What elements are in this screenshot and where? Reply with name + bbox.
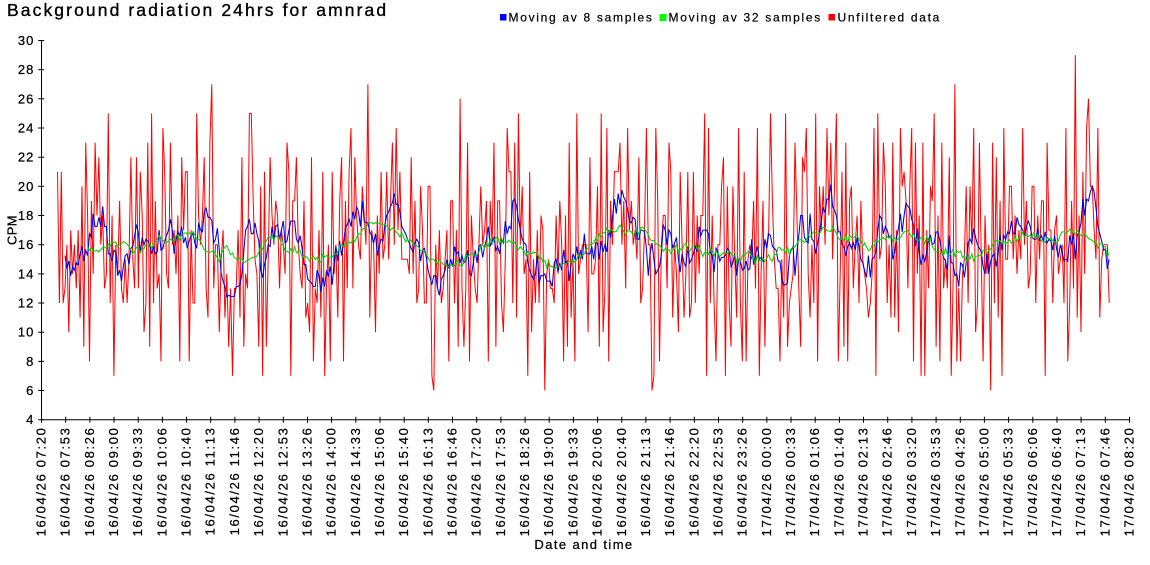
svg-text:17/04/26 06:06: 17/04/26 06:06	[1025, 427, 1040, 537]
svg-text:18: 18	[18, 208, 35, 223]
svg-text:16/04/26 20:06: 16/04/26 20:06	[590, 427, 605, 537]
svg-text:22: 22	[18, 150, 35, 165]
svg-text:16/04/26 12:53: 16/04/26 12:53	[275, 427, 290, 537]
svg-text:CPM: CPM	[5, 215, 20, 245]
svg-text:16/04/26 18:26: 16/04/26 18:26	[517, 427, 532, 537]
svg-text:28: 28	[18, 62, 35, 77]
svg-text:17/04/26 02:13: 17/04/26 02:13	[856, 427, 871, 537]
svg-text:17/04/26 08:20: 17/04/26 08:20	[1122, 427, 1137, 537]
svg-text:Moving av 8 samples: Moving av 8 samples	[509, 11, 654, 25]
svg-text:16/04/26 09:00: 16/04/26 09:00	[106, 427, 121, 537]
svg-text:16/04/26 21:13: 16/04/26 21:13	[638, 427, 653, 537]
svg-text:16/04/26 19:33: 16/04/26 19:33	[565, 427, 580, 537]
svg-text:16/04/26 16:13: 16/04/26 16:13	[420, 427, 435, 537]
svg-text:16/04/26 20:40: 16/04/26 20:40	[614, 427, 629, 537]
svg-text:16/04/26 22:53: 16/04/26 22:53	[711, 427, 726, 537]
svg-text:Unfiltered data: Unfiltered data	[838, 11, 942, 25]
svg-text:17/04/26 06:40: 17/04/26 06:40	[1049, 427, 1064, 537]
svg-text:16/04/26 12:20: 16/04/26 12:20	[251, 427, 266, 537]
svg-text:16/04/26 14:33: 16/04/26 14:33	[348, 427, 363, 537]
svg-text:8: 8	[26, 354, 34, 369]
svg-text:16/04/26 10:40: 16/04/26 10:40	[179, 427, 194, 537]
svg-text:30: 30	[18, 33, 35, 48]
svg-text:16/04/26 22:20: 16/04/26 22:20	[686, 427, 701, 537]
svg-text:17/04/26 04:26: 17/04/26 04:26	[952, 427, 967, 537]
svg-text:10: 10	[18, 325, 35, 340]
svg-text:16/04/26 15:40: 16/04/26 15:40	[396, 427, 411, 537]
svg-text:12: 12	[18, 296, 35, 311]
svg-text:26: 26	[18, 91, 35, 106]
svg-text:17/04/26 05:33: 17/04/26 05:33	[1001, 427, 1016, 537]
svg-text:17/04/26 05:00: 17/04/26 05:00	[976, 427, 991, 537]
svg-text:16/04/26 07:20: 16/04/26 07:20	[34, 427, 49, 537]
svg-text:20: 20	[18, 179, 35, 194]
svg-text:17/04/26 03:20: 17/04/26 03:20	[904, 427, 919, 537]
svg-text:16/04/26 21:46: 16/04/26 21:46	[662, 427, 677, 537]
svg-text:16/04/26 08:26: 16/04/26 08:26	[82, 427, 97, 537]
svg-text:16/04/26 17:20: 16/04/26 17:20	[469, 427, 484, 537]
svg-text:6: 6	[26, 383, 34, 398]
svg-text:16/04/26 15:06: 16/04/26 15:06	[372, 427, 387, 537]
svg-text:16: 16	[18, 237, 35, 252]
svg-text:16/04/26 09:33: 16/04/26 09:33	[130, 427, 145, 537]
svg-text:16/04/26 07:53: 16/04/26 07:53	[58, 427, 73, 537]
svg-text:16/04/26 16:46: 16/04/26 16:46	[445, 427, 460, 537]
svg-text:17/04/26 03:53: 17/04/26 03:53	[928, 427, 943, 537]
svg-text:14: 14	[18, 266, 35, 281]
svg-text:Moving av 32 samples: Moving av 32 samples	[669, 11, 822, 25]
svg-text:16/04/26 13:26: 16/04/26 13:26	[300, 427, 315, 537]
svg-text:16/04/26 17:53: 16/04/26 17:53	[493, 427, 508, 537]
svg-text:17/04/26 02:46: 17/04/26 02:46	[880, 427, 895, 537]
svg-text:16/04/26 10:06: 16/04/26 10:06	[154, 427, 169, 537]
svg-text:17/04/26 01:40: 17/04/26 01:40	[831, 427, 846, 537]
svg-text:16/04/26 14:00: 16/04/26 14:00	[324, 427, 339, 537]
svg-text:16/04/26 23:26: 16/04/26 23:26	[735, 427, 750, 537]
svg-text:Date and time: Date and time	[534, 537, 633, 552]
svg-text:Background radiation 24hrs for: Background radiation 24hrs for amnrad	[7, 0, 388, 20]
svg-text:17/04/26 00:00: 17/04/26 00:00	[759, 427, 774, 537]
svg-text:17/04/26 07:13: 17/04/26 07:13	[1073, 427, 1088, 537]
svg-text:16/04/26 11:13: 16/04/26 11:13	[203, 427, 218, 536]
svg-text:17/04/26 01:06: 17/04/26 01:06	[807, 427, 822, 537]
svg-text:17/04/26 07:46: 17/04/26 07:46	[1097, 427, 1112, 537]
svg-text:16/04/26 19:00: 16/04/26 19:00	[541, 427, 556, 537]
svg-text:24: 24	[18, 121, 35, 136]
svg-text:4: 4	[26, 412, 34, 427]
svg-text:16/04/26 11:46: 16/04/26 11:46	[227, 427, 242, 536]
svg-text:17/04/26 00:33: 17/04/26 00:33	[783, 427, 798, 537]
